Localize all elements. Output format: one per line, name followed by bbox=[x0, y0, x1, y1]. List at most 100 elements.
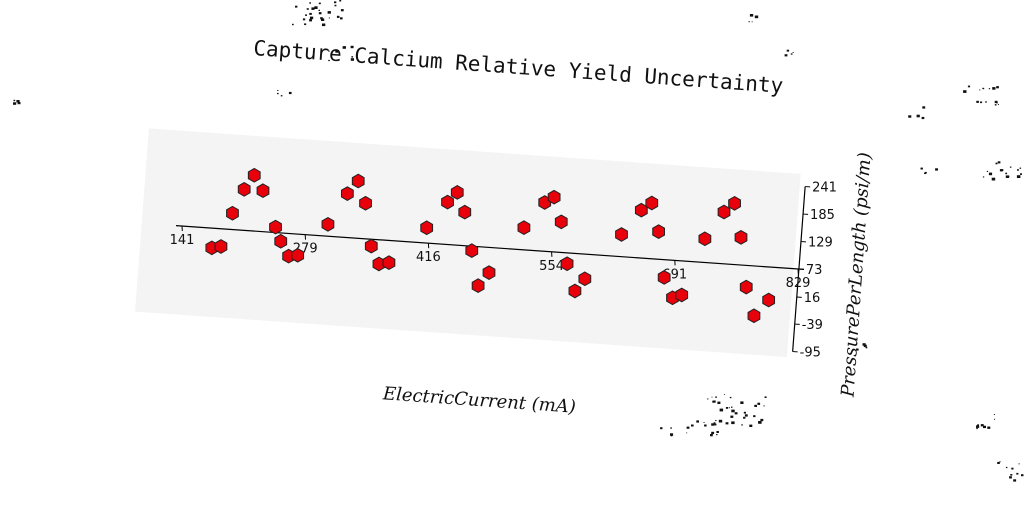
noise-speck bbox=[731, 406, 733, 408]
noise-speck bbox=[729, 396, 732, 399]
noise-speck bbox=[691, 424, 694, 427]
data-point bbox=[274, 233, 288, 249]
y-tick-group: -95 -39 16 73 129 185 241 bbox=[792, 181, 837, 361]
noise-speck bbox=[730, 415, 734, 418]
noise-speck bbox=[295, 5, 298, 8]
noise-speck bbox=[985, 101, 987, 103]
noise-speck bbox=[16, 100, 20, 103]
noise-speck bbox=[976, 100, 979, 103]
noise-speck bbox=[328, 59, 330, 62]
noise-speck bbox=[696, 420, 699, 423]
noise-speck bbox=[339, 0, 342, 2]
noise-speck bbox=[991, 177, 996, 181]
noise-speck bbox=[1016, 175, 1021, 178]
noise-speck bbox=[318, 12, 322, 15]
noise-speck bbox=[327, 11, 331, 14]
noise-speck bbox=[786, 49, 790, 52]
noise-speck bbox=[302, 18, 306, 21]
noise-speck bbox=[670, 427, 672, 429]
data-point bbox=[458, 204, 472, 220]
x-tick-label: 554 bbox=[539, 259, 564, 274]
data-point bbox=[340, 186, 354, 201]
noise-speck bbox=[1013, 479, 1017, 482]
data-point bbox=[364, 238, 378, 254]
data-point bbox=[482, 265, 496, 280]
data-point bbox=[554, 214, 568, 230]
noise-speck bbox=[753, 415, 756, 418]
y-tick-label: 16 bbox=[804, 291, 821, 306]
data-point bbox=[739, 279, 753, 295]
noise-speck bbox=[704, 424, 707, 427]
noise-speck bbox=[334, 1, 337, 4]
noise-speck bbox=[335, 50, 339, 53]
noise-speck bbox=[997, 461, 1000, 464]
noise-speck bbox=[983, 425, 986, 429]
noise-speck bbox=[712, 400, 715, 403]
noise-speck bbox=[336, 15, 340, 18]
noise-speck bbox=[863, 344, 867, 348]
noise-speck bbox=[988, 172, 993, 176]
data-point bbox=[382, 255, 396, 271]
noise-speck bbox=[723, 394, 725, 395]
noise-speck bbox=[982, 176, 985, 178]
data-point bbox=[226, 205, 239, 221]
noise-speck bbox=[740, 401, 744, 404]
noise-speck bbox=[728, 407, 730, 409]
noise-speck bbox=[328, 17, 330, 19]
noise-speck bbox=[309, 16, 314, 20]
noise-speck bbox=[277, 92, 279, 95]
data-point bbox=[321, 216, 335, 232]
noise-speck bbox=[1009, 166, 1012, 168]
noise-speck bbox=[703, 422, 705, 423]
noise-speck bbox=[1005, 466, 1008, 469]
noise-speck bbox=[1005, 172, 1008, 175]
plot-panel bbox=[135, 128, 801, 358]
noise-speck bbox=[713, 422, 716, 424]
noise-speck bbox=[288, 91, 292, 95]
noise-speck bbox=[342, 46, 346, 49]
data-point bbox=[471, 278, 485, 294]
noise-speck bbox=[711, 431, 715, 435]
noise-speck bbox=[754, 404, 757, 407]
x-tick-label: 416 bbox=[416, 250, 441, 265]
data-point bbox=[517, 220, 531, 236]
data-point bbox=[291, 247, 305, 263]
data-point bbox=[351, 173, 365, 189]
noise-speck bbox=[309, 12, 312, 15]
data-point bbox=[214, 239, 228, 254]
noise-speck bbox=[725, 422, 729, 425]
y-tick-label: 129 bbox=[808, 236, 833, 251]
noise-speck bbox=[1021, 474, 1024, 477]
noise-speck bbox=[754, 15, 759, 19]
noise-speck bbox=[741, 424, 743, 426]
y-tick-label: -95 bbox=[800, 346, 821, 361]
data-point bbox=[450, 185, 464, 200]
noise-speck bbox=[328, 50, 330, 52]
data-point bbox=[578, 271, 592, 287]
noise-speck bbox=[995, 162, 998, 165]
data-point bbox=[734, 229, 748, 245]
data-point bbox=[547, 189, 561, 205]
noise-speck bbox=[715, 396, 717, 398]
y-tick-label: -39 bbox=[802, 318, 823, 333]
scatter-series bbox=[205, 167, 776, 324]
noise-speck bbox=[715, 420, 717, 422]
noise-speck bbox=[1017, 169, 1019, 171]
noise-speck bbox=[340, 9, 344, 12]
noise-speck bbox=[744, 414, 748, 417]
noise-speck bbox=[304, 23, 307, 26]
noise-speck bbox=[305, 14, 307, 16]
noise-speck bbox=[716, 431, 719, 433]
noise-speck bbox=[17, 101, 21, 105]
noise-speck bbox=[716, 434, 718, 436]
noise-speck bbox=[763, 405, 765, 407]
noise-speck bbox=[996, 102, 998, 104]
noise-speck bbox=[1009, 476, 1012, 479]
noise-speck bbox=[748, 21, 750, 23]
noise-speck bbox=[309, 2, 311, 4]
noise-speck bbox=[987, 426, 991, 429]
data-point bbox=[247, 167, 261, 183]
noise-speck bbox=[719, 408, 724, 412]
noise-speck bbox=[979, 89, 981, 91]
